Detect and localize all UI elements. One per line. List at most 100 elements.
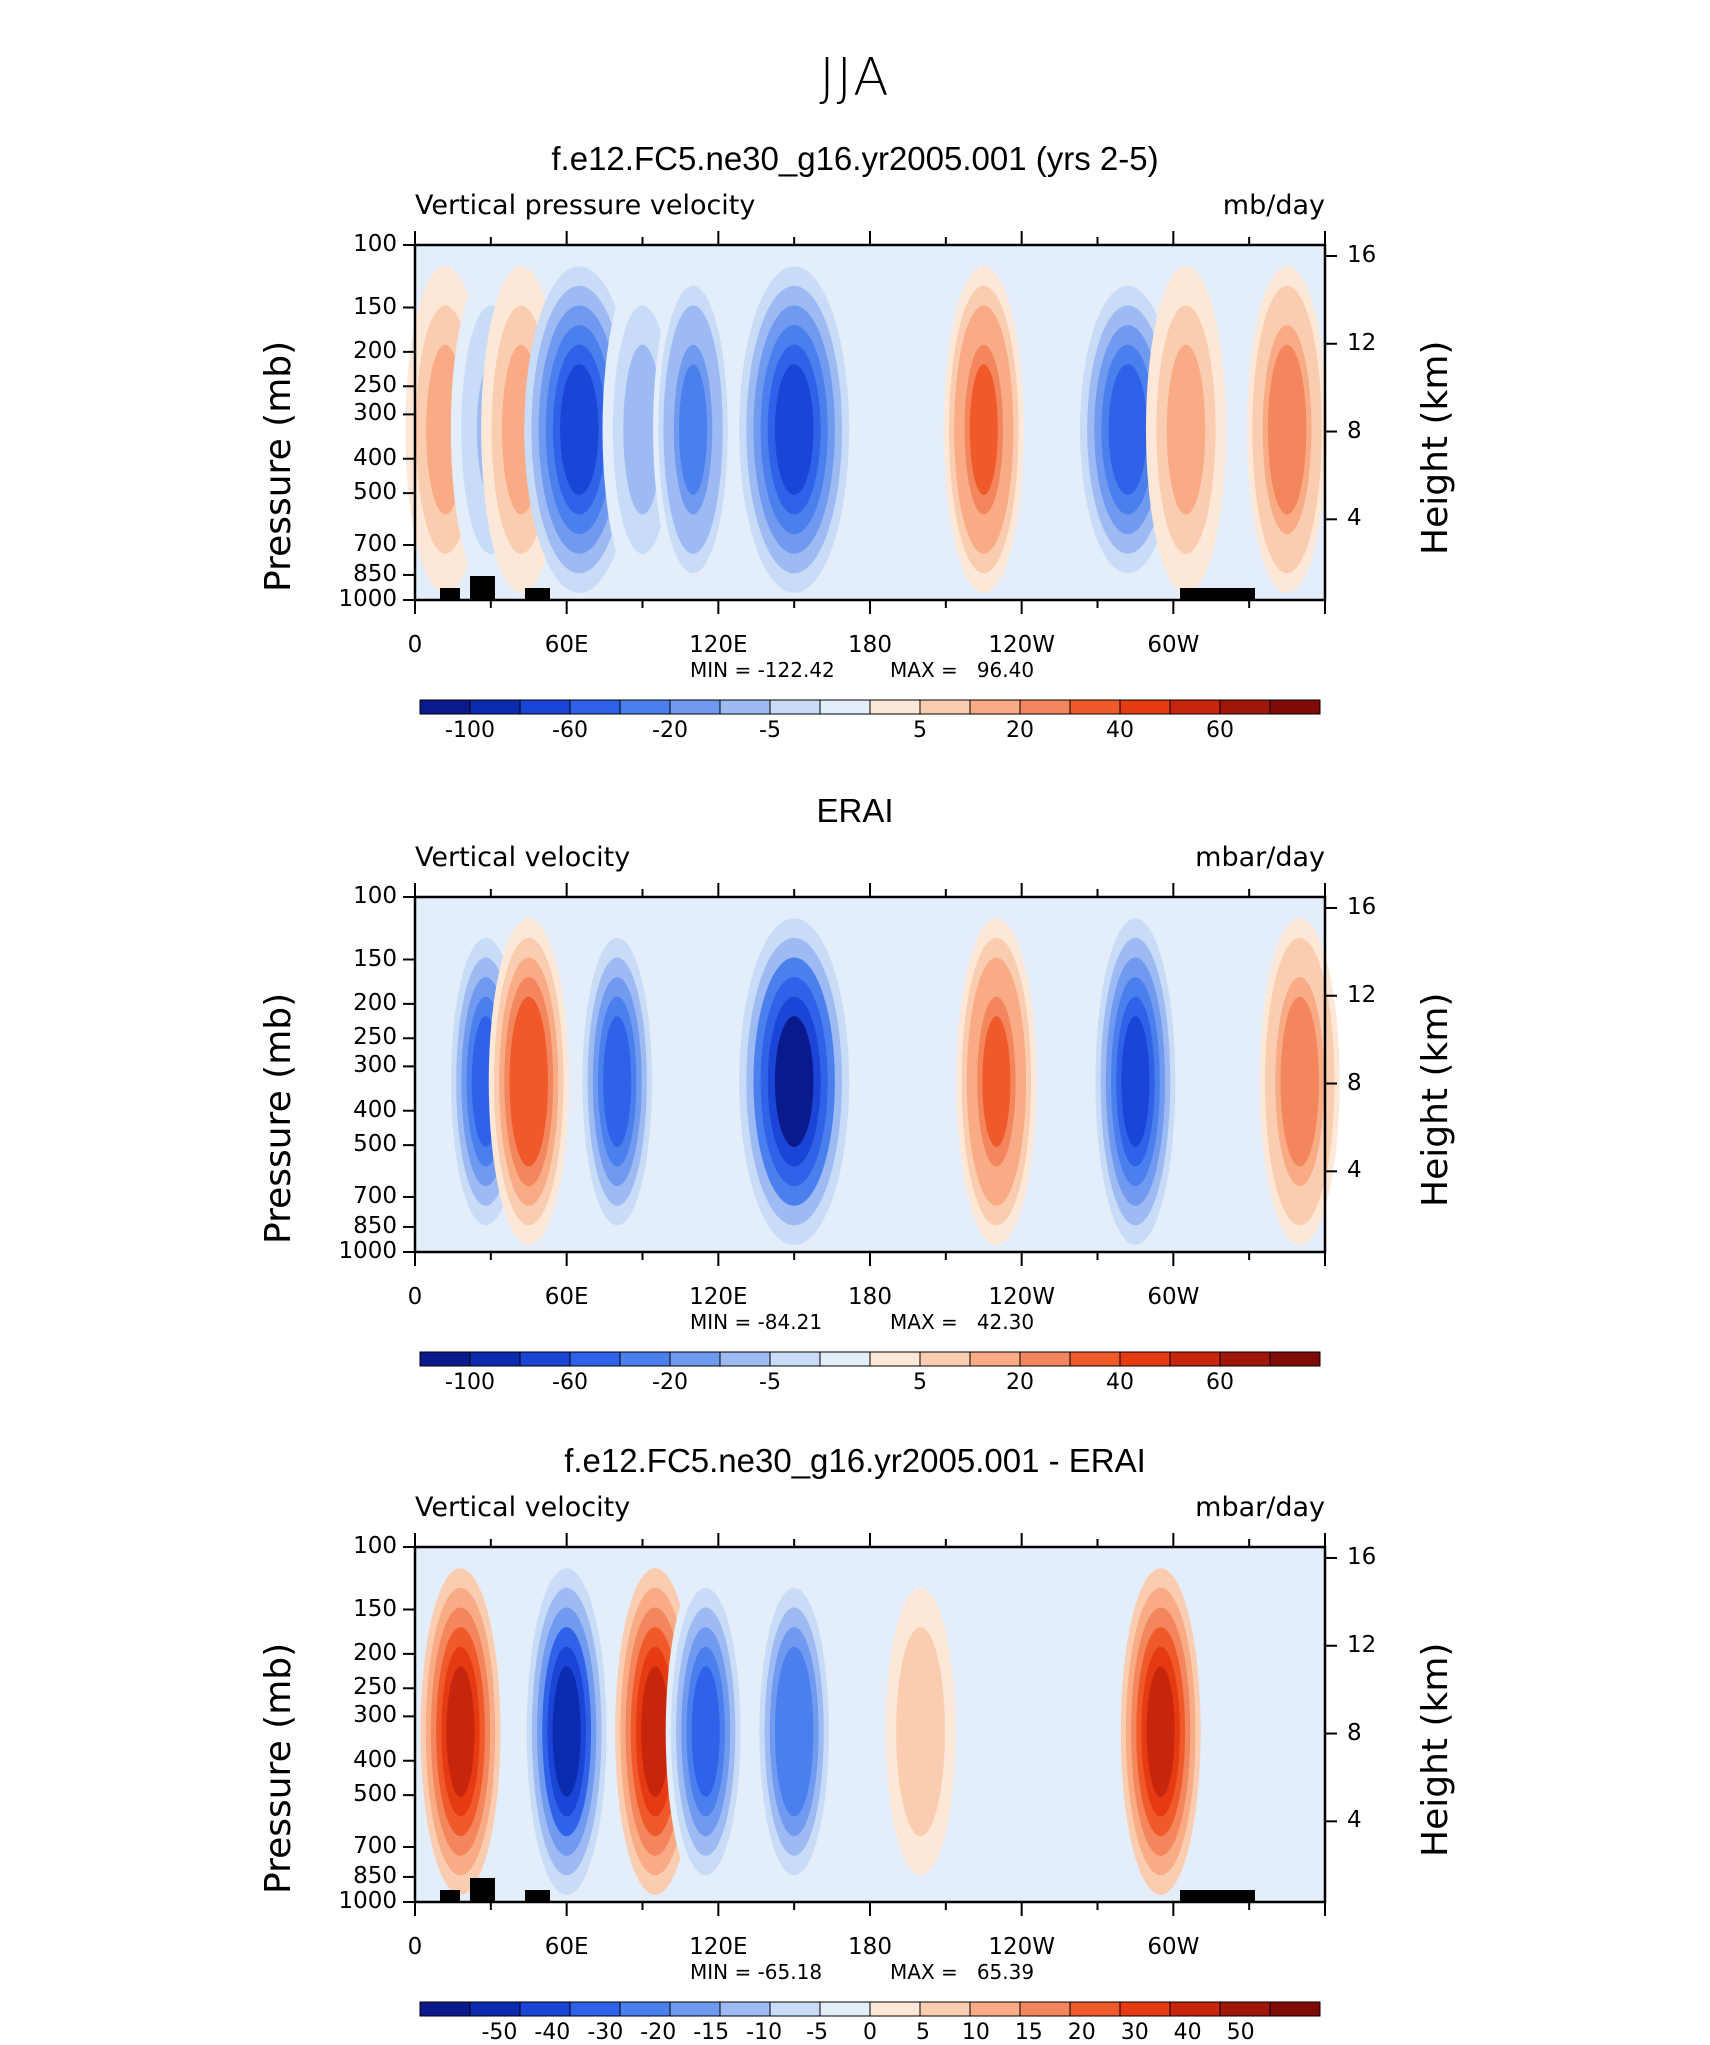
x-tick-label: 0 xyxy=(407,1284,423,1310)
contour-feature xyxy=(514,1016,543,1147)
x-tick-label: 120E xyxy=(689,1934,748,1960)
right-tick-label: 8 xyxy=(1347,417,1362,444)
colorbar-label: 20 xyxy=(1006,718,1034,743)
colorbar-swatch xyxy=(1269,1351,1321,1367)
land-mask xyxy=(525,588,550,600)
y-tick-label: 400 xyxy=(353,1746,397,1773)
land-mask xyxy=(440,1890,460,1902)
x-tick-label: 120W xyxy=(988,632,1055,658)
colorbar-swatch xyxy=(1269,2001,1321,2017)
colorbar-swatch xyxy=(1119,2001,1171,2017)
y-tick-label: 300 xyxy=(353,400,397,427)
max-label: MAX = 65.39 xyxy=(890,1960,1035,1984)
y-tick-label: 250 xyxy=(353,1674,397,1701)
y-tick-label: 150 xyxy=(353,1595,397,1622)
colorbar-label: 60 xyxy=(1206,718,1234,743)
x-tick-label: 120W xyxy=(988,1934,1055,1960)
x-tick-label: 180 xyxy=(848,1284,892,1310)
contour-feature xyxy=(560,364,599,495)
contour-feature xyxy=(603,1016,632,1147)
contour-feature xyxy=(641,1666,670,1797)
x-tick-label: 180 xyxy=(848,632,892,658)
land-mask xyxy=(470,576,495,600)
y-tick-label: 100 xyxy=(353,231,397,257)
colorbar-swatch xyxy=(1219,2001,1271,2017)
x-tick-label: 180 xyxy=(848,1934,892,1960)
colorbar-swatch xyxy=(869,2001,921,2017)
right-tick-label: 4 xyxy=(1347,505,1362,532)
min-label: MIN = -122.42 xyxy=(690,658,835,682)
colorbar-swatch xyxy=(469,2001,521,2017)
right-tick-label: 4 xyxy=(1347,1157,1362,1184)
colorbar-label: 40 xyxy=(1106,718,1134,743)
colorbar-swatch xyxy=(1069,2001,1121,2017)
y-tick-label: 300 xyxy=(353,1702,397,1729)
contour-feature xyxy=(906,1666,935,1797)
panel-title: ERAI xyxy=(816,792,894,829)
contour-feature xyxy=(446,1666,475,1797)
colorbar-swatch xyxy=(519,2001,571,2017)
x-tick-label: 0 xyxy=(407,632,423,658)
contour-feature xyxy=(1285,1016,1314,1147)
units-label: mb/day xyxy=(1222,190,1325,221)
colorbar-swatch xyxy=(819,2001,871,2017)
x-tick-label: 60E xyxy=(544,632,589,658)
x-tick-label: 60W xyxy=(1147,1934,1200,1960)
contour-feature xyxy=(1108,364,1148,495)
variable-label: Vertical velocity xyxy=(415,842,631,873)
x-tick-label: 0 xyxy=(407,1934,423,1960)
y-tick-label: 250 xyxy=(353,372,397,399)
y-tick-label: 700 xyxy=(353,531,397,557)
colorbar-label: 40 xyxy=(1106,1370,1134,1395)
y-tick-label: 100 xyxy=(353,1533,397,1559)
contour-feature xyxy=(982,1016,1011,1147)
colorbar-swatch xyxy=(719,2001,771,2017)
x-tick-label: 120W xyxy=(988,1284,1055,1310)
contour-feature xyxy=(1273,364,1302,495)
y-tick-label: 150 xyxy=(353,293,397,320)
contour-feature xyxy=(1171,364,1200,495)
colorbar-swatch xyxy=(569,2001,621,2017)
colorbar-swatch xyxy=(669,2001,721,2017)
land-mask xyxy=(470,1878,495,1902)
panel-title: f.e12.FC5.ne30_g16.yr2005.001 (yrs 2-5) xyxy=(551,140,1159,177)
x-tick-label: 60W xyxy=(1147,632,1200,658)
land-mask xyxy=(1180,588,1255,600)
right-tick-label: 4 xyxy=(1347,1807,1362,1834)
y-tick-label: 500 xyxy=(353,479,397,506)
right-tick-label: 16 xyxy=(1347,1543,1377,1570)
y-tick-label: 100 xyxy=(353,883,397,909)
colorbar-label: -100 xyxy=(445,718,495,743)
x-tick-label: 60E xyxy=(544,1284,589,1310)
y-tick-label: 1000 xyxy=(338,586,397,612)
variable-label: Vertical pressure velocity xyxy=(415,190,756,221)
y-tick-label: 1000 xyxy=(338,1238,397,1264)
variable-label: Vertical velocity xyxy=(415,1492,631,1523)
contour-feature xyxy=(969,364,998,495)
colorbar-label: 20 xyxy=(1006,1370,1034,1395)
y-tick-label: 400 xyxy=(353,444,397,471)
contour-feature xyxy=(628,364,657,495)
colorbar-label: 5 xyxy=(913,718,927,743)
right-tick-label: 8 xyxy=(1347,1069,1362,1096)
colorbar-label: -100 xyxy=(445,1370,495,1395)
y-tick-label: 700 xyxy=(353,1183,397,1209)
colorbar-swatch xyxy=(769,2001,821,2017)
contour-feature xyxy=(774,1016,814,1147)
colorbar-swatch xyxy=(619,2001,671,2017)
colorbar-label: -20 xyxy=(652,718,688,743)
max-label: MAX = 42.30 xyxy=(890,1310,1035,1334)
right-tick-label: 16 xyxy=(1347,241,1377,268)
colorbar-label: 50 xyxy=(1226,2020,1255,2045)
colorbar-swatch xyxy=(1169,2001,1221,2017)
right-tick-label: 8 xyxy=(1347,1719,1362,1746)
colorbar-label: -5 xyxy=(759,1370,781,1395)
right-tick-label: 16 xyxy=(1347,893,1377,920)
min-label: MIN = -84.21 xyxy=(690,1310,823,1334)
y-tick-label: 500 xyxy=(353,1131,397,1158)
colorbar-label: -5 xyxy=(759,718,781,743)
y-tick-label: 400 xyxy=(353,1096,397,1123)
